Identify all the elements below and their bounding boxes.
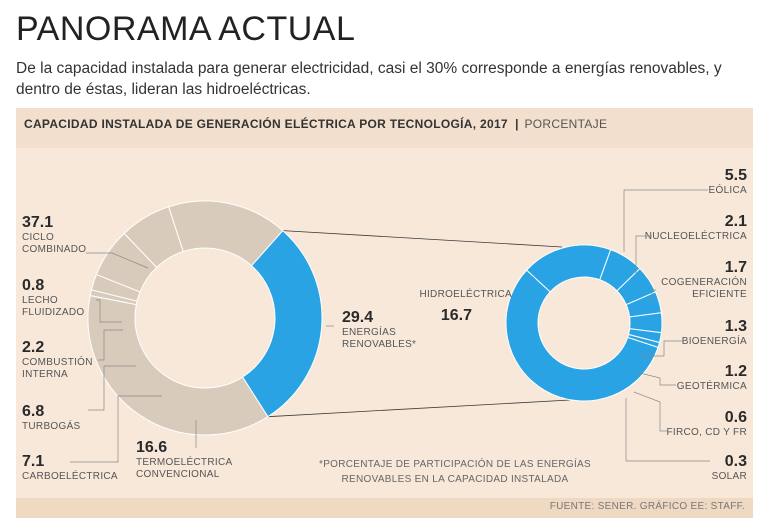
chart-title-text: CAPACIDAD INSTALADA DE GENERACIÓN ELÉCTR… — [24, 117, 508, 131]
category-label-ciclo-combinado: CICLO — [22, 232, 54, 243]
category-label-cogeneracion-eficiente: COGENERACIÓN — [661, 275, 747, 288]
leader-lecho-fluidizado — [96, 299, 122, 323]
page-title: PANORAMA ACTUAL — [16, 10, 356, 48]
page-subtitle: De la capacidad instalada para generar e… — [16, 60, 722, 98]
source-credit: FUENTE: SENER. GRÁFICO EE: STAFF. — [549, 501, 745, 512]
leader-turbogas — [88, 365, 136, 411]
category-label-lecho-fluidizado: FLUIDIZADO — [22, 307, 84, 318]
leader-nucleoelectrica — [635, 235, 652, 276]
leader-firco — [633, 391, 668, 432]
value-label-bioenergia: 1.3 — [725, 318, 747, 335]
category-label-turbogas: TURBOGÁS — [22, 419, 81, 432]
leader-solar — [625, 398, 710, 462]
leader-combustion-interna — [98, 329, 123, 361]
chart-title: CAPACIDAD INSTALADA DE GENERACIÓN ELÉCTR… — [24, 117, 607, 131]
chart-labels: 37.1CICLOCOMBINADO0.8LECHOFLUIDIZADO2.2C… — [22, 167, 747, 482]
value-label-combustion-interna: 2.2 — [22, 339, 44, 356]
value-label-hidroelectrica: 16.7 — [441, 307, 472, 324]
leader-geotermica — [635, 371, 676, 386]
slice-hidroelectrica — [505, 269, 659, 402]
leader-cogeneracion — [651, 289, 656, 302]
category-label-combustion-interna: INTERNA — [22, 369, 68, 380]
slice-solar — [627, 333, 661, 348]
value-label-energias-renovables: 29.4 — [342, 309, 373, 326]
category-label-eolica: EÓLICA — [709, 183, 748, 196]
category-label-cogeneracion-eficiente: EFICIENTE — [692, 289, 747, 300]
value-label-turbogas: 6.8 — [22, 403, 44, 420]
category-label-termoelectrica-convencional: TERMOELÉCTRICA — [136, 455, 232, 468]
leader-ciclo-combinado — [86, 252, 149, 269]
category-label-firco-cd-y-fr: FIRCO, CD Y FR — [666, 427, 747, 438]
donut-renewables — [505, 244, 663, 402]
category-label-solar: SOLAR — [712, 471, 747, 482]
category-label-energias-renovables: RENOVABLES* — [342, 339, 416, 350]
value-label-firco-cd-y-fr: 0.6 — [725, 409, 747, 426]
value-label-lecho-fluidizado: 0.8 — [22, 277, 44, 294]
footnote-line-2: RENOVABLES EN LA CAPACIDAD INSTALADA — [342, 474, 569, 485]
leader-bioenergia — [640, 340, 684, 357]
chart-header: CAPACIDAD INSTALADA DE GENERACIÓN ELÉCTR… — [16, 108, 753, 148]
category-label-carboelectrica: CARBOELÉCTRICA — [22, 469, 118, 482]
footnote-line-1: *PORCENTAJE DE PARTICIPACIÓN DE LAS ENER… — [319, 457, 591, 470]
category-label-termoelectrica-convencional: CONVENCIONAL — [136, 469, 220, 480]
category-label-bioenergia: BIOENERGÍA — [682, 334, 747, 347]
category-label-ciclo-combinado: COMBINADO — [22, 244, 86, 255]
value-label-carboelectrica: 7.1 — [22, 453, 44, 470]
donut-main — [87, 200, 323, 436]
leader-carboelectrica — [70, 395, 162, 463]
category-label-nucleoelectrica: NUCLEOELÉCTRICA — [645, 229, 747, 242]
category-label-hidroelectrica: HIDROELÉCTRICA — [419, 287, 512, 300]
value-label-cogeneracion-eficiente: 1.7 — [725, 259, 747, 276]
slice-termoelectrica-convencional — [168, 200, 284, 267]
category-label-geotermica: GEOTÉRMICA — [677, 379, 747, 392]
value-label-geotermica: 1.2 — [725, 363, 747, 380]
value-label-solar: 0.3 — [725, 453, 747, 470]
value-label-nucleoelectrica: 2.1 — [725, 213, 747, 230]
connector-bottom — [267, 399, 571, 418]
value-label-eolica: 5.5 — [725, 167, 747, 184]
chart-title-separator: | — [511, 117, 523, 131]
leader-eolica — [623, 189, 708, 252]
slice-energias-renovables — [241, 229, 323, 418]
slice-ciclo-combinado — [87, 294, 269, 436]
value-label-ciclo-combinado: 37.1 — [22, 214, 53, 231]
footer-band — [16, 498, 753, 518]
category-label-combustion-interna: COMBUSTIÓN — [22, 355, 93, 368]
donut-connectors — [267, 230, 571, 418]
category-label-energias-renovables: ENERGÍAS — [342, 325, 396, 338]
connector-top — [282, 230, 563, 248]
chart-unit: PORCENTAJE — [524, 117, 608, 131]
category-label-lecho-fluidizado: LECHO — [22, 295, 58, 306]
value-label-termoelectrica-convencional: 16.6 — [136, 439, 167, 456]
